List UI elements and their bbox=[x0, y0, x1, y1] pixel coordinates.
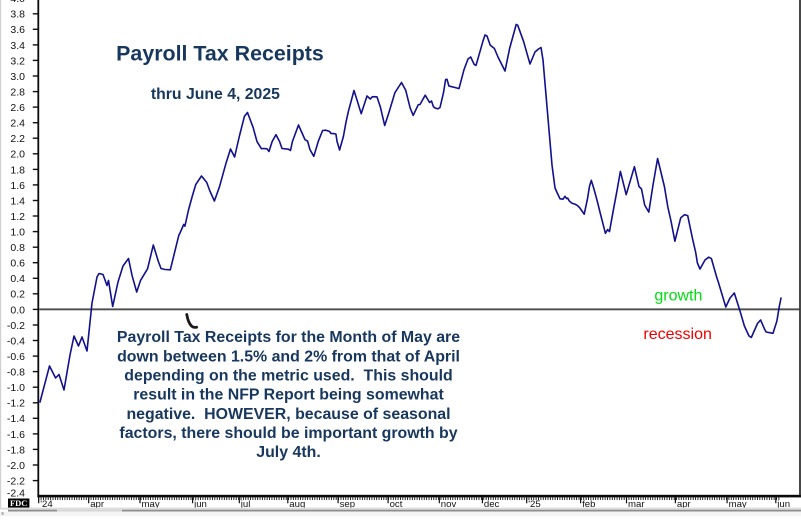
svg-text:-2.4: -2.4 bbox=[7, 488, 25, 500]
svg-text:0.6: 0.6 bbox=[10, 258, 25, 270]
svg-text:apr: apr bbox=[90, 499, 105, 510]
svg-text:1.2: 1.2 bbox=[10, 211, 25, 223]
svg-text:result in the NFP Report being: result in the NFP Report being somewhat bbox=[133, 387, 444, 404]
svg-text:negative. HOWEVER, because of: negative. HOWEVER, because of seasonal bbox=[126, 406, 450, 423]
svg-text:feb: feb bbox=[582, 499, 595, 510]
svg-text:-0.2: -0.2 bbox=[7, 320, 25, 332]
svg-text:-1.4: -1.4 bbox=[7, 413, 25, 425]
svg-text:1.4: 1.4 bbox=[10, 195, 25, 207]
svg-text:1.8: 1.8 bbox=[10, 164, 25, 176]
svg-text:0.4: 0.4 bbox=[10, 273, 25, 285]
svg-text:-0.6: -0.6 bbox=[7, 351, 25, 363]
svg-text:nov: nov bbox=[441, 499, 457, 510]
svg-text:2.4: 2.4 bbox=[10, 118, 25, 130]
svg-text:-1.0: -1.0 bbox=[7, 382, 25, 394]
svg-text:apr: apr bbox=[677, 499, 692, 510]
svg-text:3.8: 3.8 bbox=[10, 9, 25, 21]
svg-text:sep: sep bbox=[340, 499, 355, 510]
svg-text:'25: '25 bbox=[528, 499, 541, 510]
svg-text:-1.8: -1.8 bbox=[7, 444, 25, 456]
svg-text:depending on the metric used.: depending on the metric used. This shoul… bbox=[124, 368, 452, 385]
svg-text:oct: oct bbox=[390, 499, 403, 510]
svg-text:-2.2: -2.2 bbox=[7, 476, 25, 488]
svg-text:recession: recession bbox=[643, 326, 711, 343]
svg-text:Payroll Tax Receipts: Payroll Tax Receipts bbox=[116, 42, 324, 66]
svg-text:growth: growth bbox=[654, 287, 702, 304]
svg-text:0.8: 0.8 bbox=[10, 242, 25, 254]
svg-text:2.8: 2.8 bbox=[10, 87, 25, 99]
svg-text:0.0: 0.0 bbox=[10, 304, 25, 316]
svg-text:3.4: 3.4 bbox=[10, 40, 25, 52]
svg-text:Payroll Tax Receipts for the M: Payroll Tax Receipts for the Month of Ma… bbox=[117, 329, 460, 346]
svg-text:2.2: 2.2 bbox=[10, 133, 25, 145]
svg-text:3.0: 3.0 bbox=[10, 71, 25, 83]
svg-text:jun: jun bbox=[776, 499, 790, 510]
svg-text:jul: jul bbox=[240, 499, 251, 510]
svg-text:jun: jun bbox=[193, 499, 207, 510]
svg-text:aug: aug bbox=[289, 499, 305, 510]
svg-text:-1.2: -1.2 bbox=[7, 398, 25, 410]
svg-text:July 4th.: July 4th. bbox=[256, 444, 320, 461]
svg-text:down between 1.5% and 2% from: down between 1.5% and 2% from that of Ap… bbox=[117, 348, 460, 365]
svg-text:1.0: 1.0 bbox=[10, 227, 25, 239]
svg-text:3.6: 3.6 bbox=[10, 24, 25, 36]
svg-text:mar: mar bbox=[628, 499, 645, 510]
svg-text:factors, there should be impor: factors, there should be important growt… bbox=[119, 425, 457, 442]
svg-text:2.0: 2.0 bbox=[10, 149, 25, 161]
svg-text:3.2: 3.2 bbox=[10, 55, 25, 67]
svg-text:-0.4: -0.4 bbox=[7, 335, 25, 347]
svg-text:1.6: 1.6 bbox=[10, 180, 25, 192]
svg-text:FDC: FDC bbox=[10, 498, 27, 508]
svg-text:dec: dec bbox=[484, 499, 500, 510]
svg-text:-1.6: -1.6 bbox=[7, 429, 25, 441]
svg-text:0.2: 0.2 bbox=[10, 289, 25, 301]
svg-text:may: may bbox=[142, 499, 160, 510]
svg-text:-2.0: -2.0 bbox=[7, 460, 25, 472]
svg-text:4.0: 4.0 bbox=[10, 0, 25, 5]
svg-text:-0.8: -0.8 bbox=[7, 367, 25, 379]
svg-text:'24: '24 bbox=[40, 499, 53, 510]
svg-text:2.6: 2.6 bbox=[10, 102, 25, 114]
svg-text:may: may bbox=[729, 499, 747, 510]
svg-text:thru June 4, 2025: thru June 4, 2025 bbox=[151, 86, 280, 103]
